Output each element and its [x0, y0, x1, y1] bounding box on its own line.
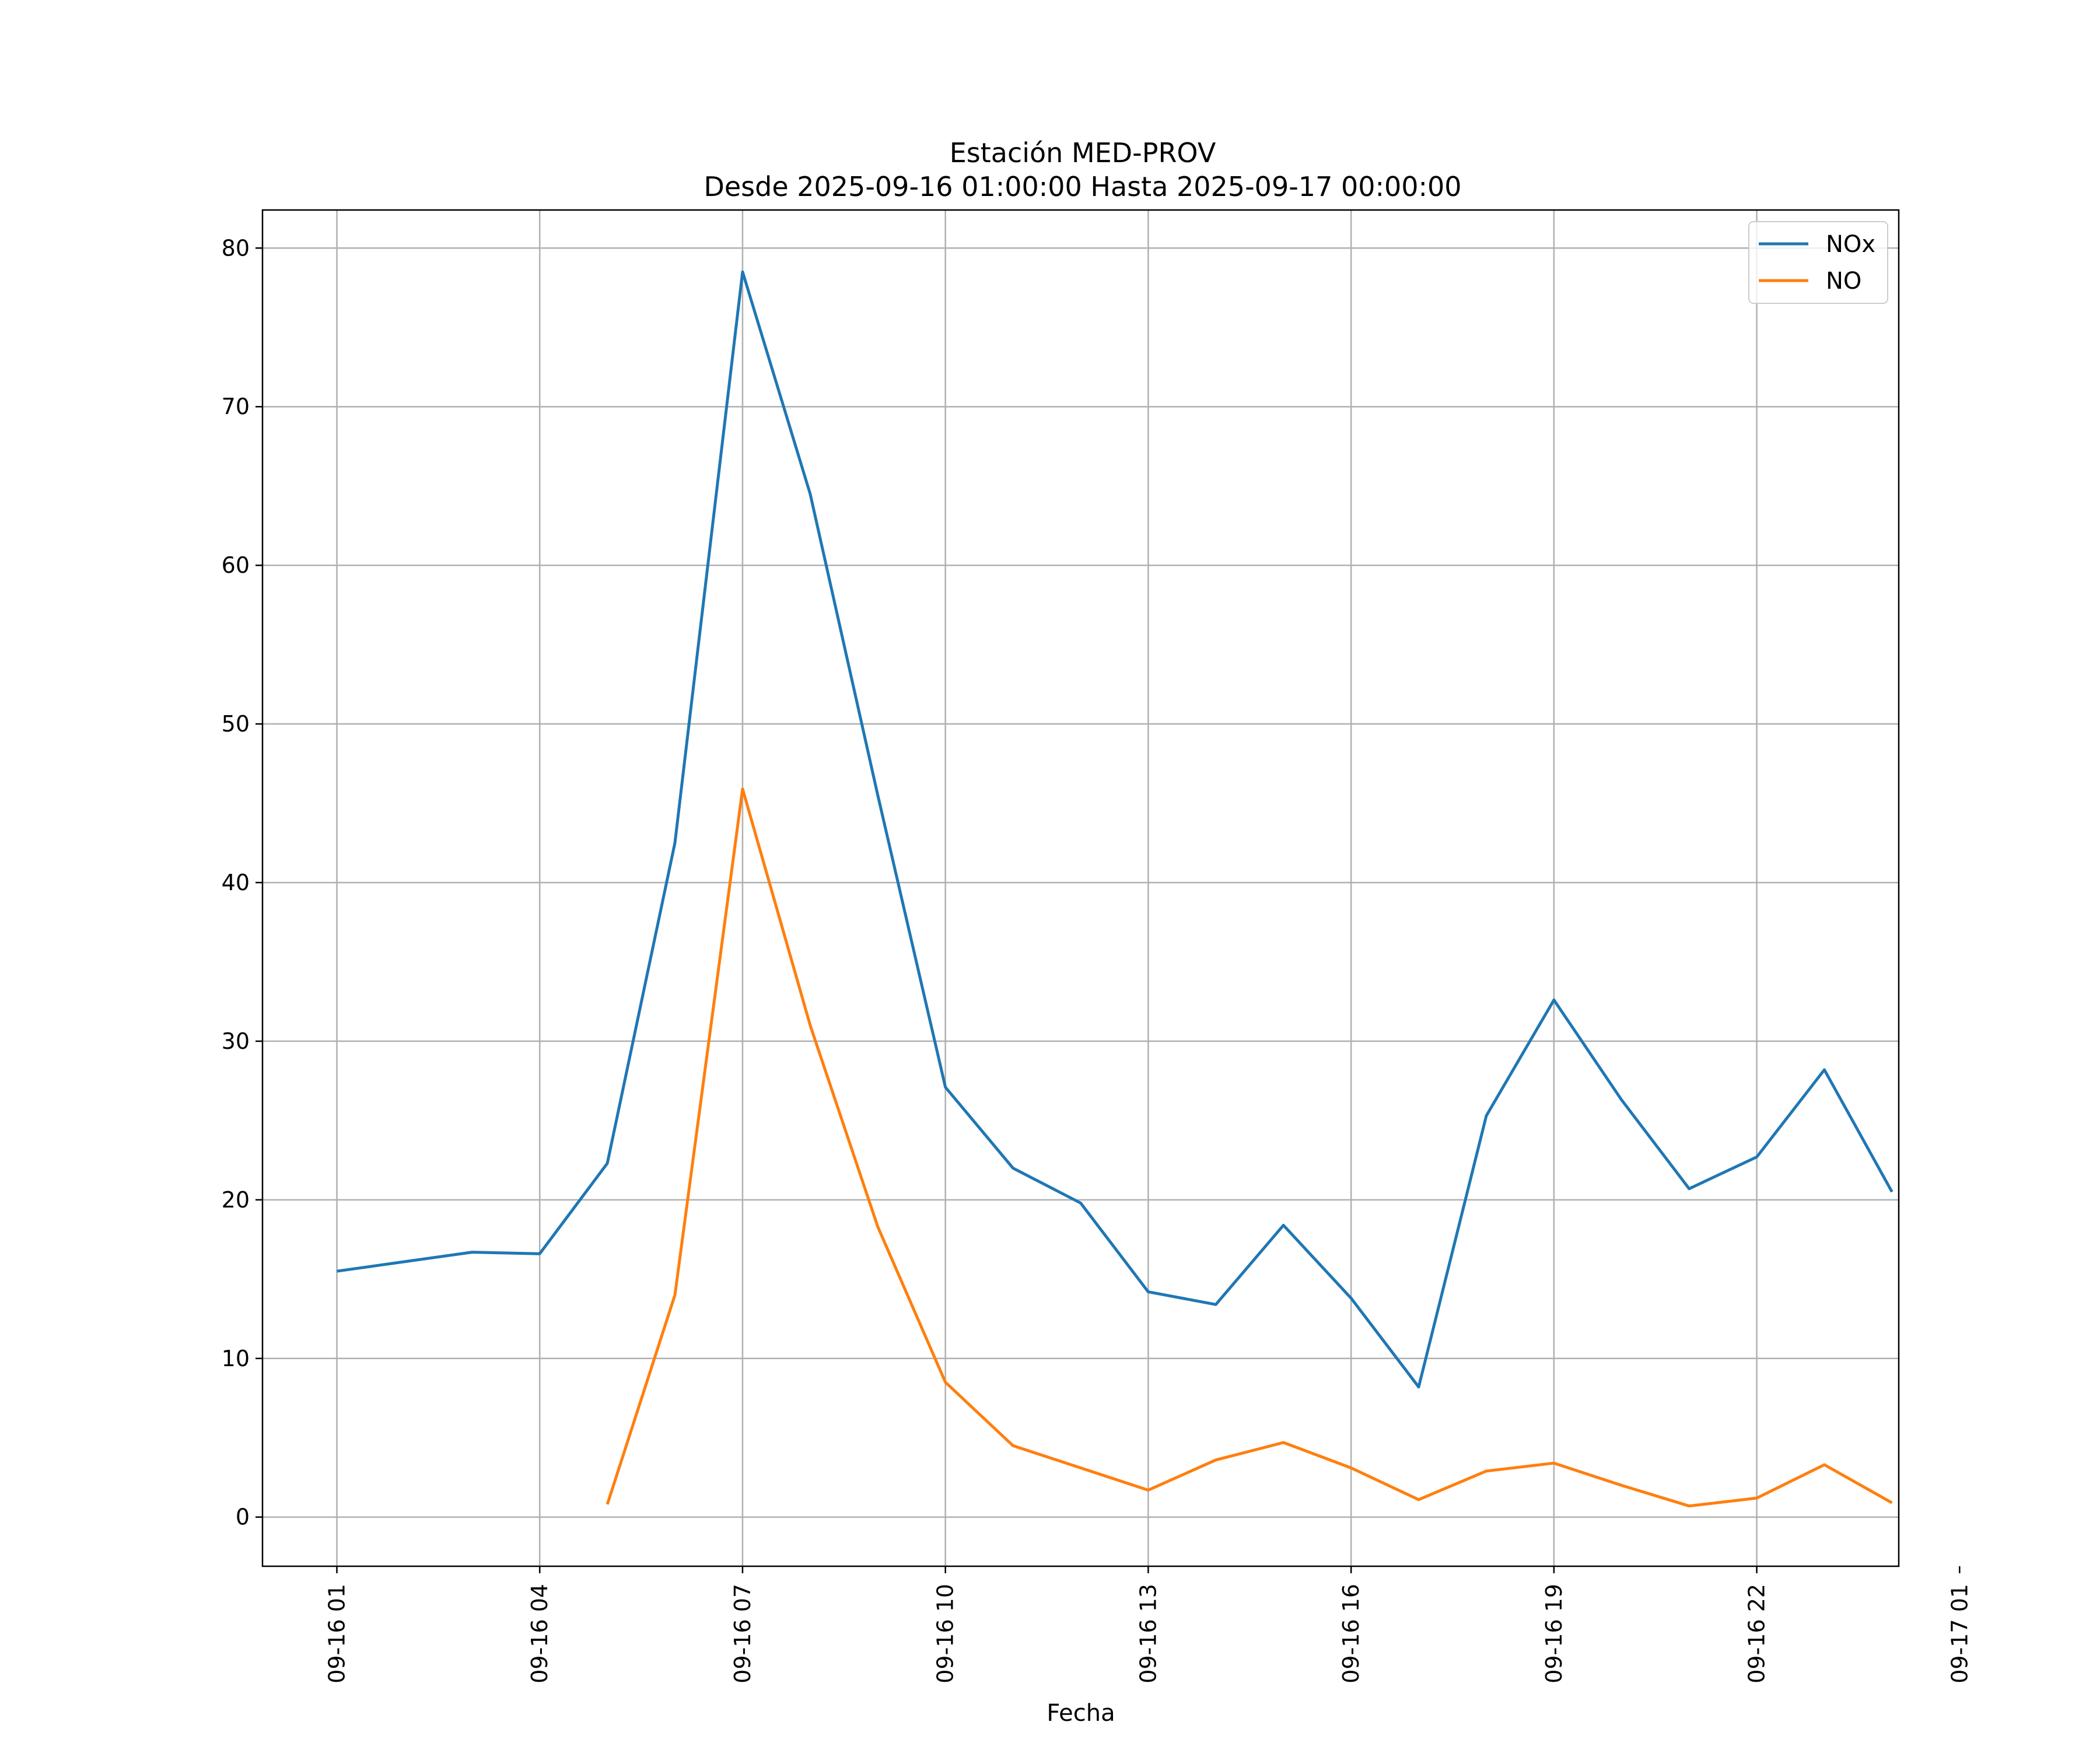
legend: NOx NO	[1748, 221, 1888, 304]
series-line-nox	[337, 270, 1894, 1389]
x-tick-label: 09-16 13	[1135, 1584, 1161, 1684]
x-tick-label: 09-16 19	[1541, 1584, 1567, 1684]
y-tick-label: 60	[222, 552, 250, 578]
series-lines	[337, 270, 1894, 1508]
grid-lines	[262, 210, 1899, 1566]
x-tick-label: 09-16 22	[1744, 1584, 1770, 1684]
plot-frame	[261, 209, 1900, 1567]
y-tick-label: 20	[222, 1187, 250, 1213]
legend-frame	[1748, 221, 1888, 304]
chart-subtitle: Desde 2025-09-16 01:00:00 Hasta 2025-09-…	[704, 171, 1461, 202]
y-tick-label: 0	[236, 1504, 250, 1530]
y-tick-label: 10	[222, 1346, 250, 1371]
series-line-no	[606, 788, 1893, 1508]
axis-ticks: 0 10 20 30 40 50 60 70 80 09-16 01 09-16 04 09-16 0…	[222, 235, 1973, 1684]
x-tick-label: 09-16 16	[1338, 1584, 1364, 1684]
x-tick-label: 09-16 01	[324, 1584, 350, 1684]
y-tick-label: 80	[222, 235, 250, 261]
legend-label-nox: NOx	[1826, 231, 1875, 258]
y-tick-label: 40	[222, 870, 250, 895]
y-tick-label: 50	[222, 711, 250, 737]
x-axis-label: Fecha	[1046, 1700, 1115, 1727]
y-tick-label: 30	[222, 1028, 250, 1054]
legend-label-no: NO	[1826, 268, 1861, 295]
x-tick-label: 09-17 01	[1947, 1584, 1972, 1684]
x-tick-label: 09-16 04	[527, 1584, 552, 1684]
x-tick-label: 09-16 10	[933, 1584, 958, 1684]
plot-area: 0 10 20 30 40 50 60 70 80 09-16 01 09-16 04 09-16 0…	[222, 209, 1973, 1684]
chart-title: Estación MED-PROV	[950, 137, 1216, 169]
x-tick-label: 09-16 07	[730, 1584, 755, 1684]
y-tick-label: 70	[222, 394, 250, 419]
